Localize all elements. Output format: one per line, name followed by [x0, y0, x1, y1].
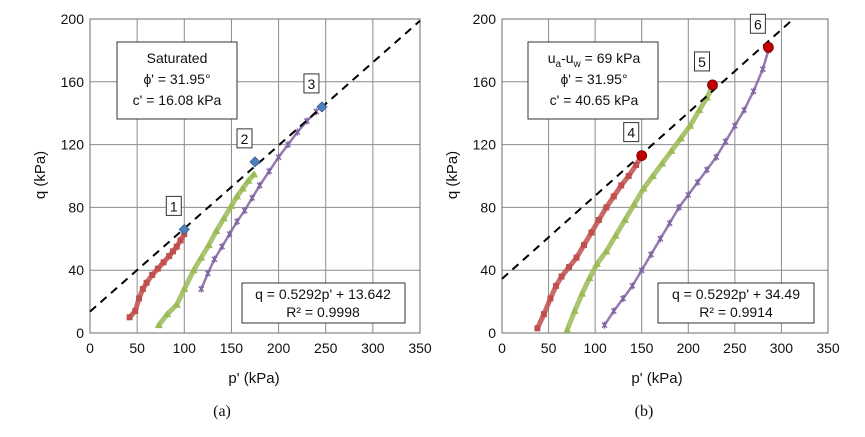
y-tick-label: 120 — [61, 137, 85, 153]
panel-b-ylabel: q (kPa) — [444, 151, 461, 199]
panel-b-xlabel: p' (kPa) — [631, 370, 682, 387]
x-tick-label: 200 — [267, 340, 291, 356]
plot-frame — [89, 18, 421, 334]
panel-a-fit-box: q = 0.5292p' + 13.642 R² = 0.9998 — [241, 282, 406, 324]
panel-b-info-box: ua-uw = 69 kPa ϕ' = 31.95° c' = 40.65 kP… — [527, 41, 659, 120]
test-4-trace — [534, 153, 645, 331]
x-tick-label: 350 — [408, 340, 432, 356]
point-label-box — [694, 51, 711, 72]
y-tick-label: 80 — [480, 199, 496, 215]
panel-a-plot: 0 50 100 150 200 250 300 350 0 40 80 120 160 200 1 2 3 — [61, 11, 432, 356]
point-label-5: 5 — [698, 54, 706, 70]
info-box-line-1: Saturated — [147, 50, 208, 66]
x-tick-label: 150 — [220, 340, 244, 356]
fit-r-squared: R² = 0.9914 — [699, 304, 773, 320]
x-tick-label: 300 — [770, 340, 794, 356]
panel-b: (b) p' (kPa) q (kPa) ua-uw = 69 kPa ϕ' =… — [444, 41, 815, 420]
info-box-line-3: c' = 16.08 kPa — [133, 92, 222, 108]
x-tick-label: 150 — [630, 340, 654, 356]
panel-a-xlabel: p' (kPa) — [228, 370, 279, 387]
test-2-trace — [156, 171, 257, 328]
failure-point-5 — [707, 79, 718, 91]
point-label-4: 4 — [627, 125, 635, 141]
y-tick-label: 0 — [488, 325, 496, 341]
test-1-trace — [127, 231, 187, 320]
plot-frame — [501, 18, 829, 334]
point-label-2: 2 — [241, 131, 249, 147]
info-box-line-2: ϕ' = 31.95° — [143, 71, 210, 87]
x-tick-label: 0 — [86, 340, 94, 356]
y-tick-label: 40 — [68, 262, 84, 278]
x-tick-label: 200 — [677, 340, 701, 356]
test-6-series — [601, 46, 772, 329]
y-tick-label: 40 — [480, 262, 496, 278]
test-3-series — [198, 108, 320, 293]
x-tick-label: 100 — [583, 340, 607, 356]
test-4-series — [534, 152, 645, 332]
y-tick-label: 160 — [61, 74, 85, 90]
test-3-trace — [200, 110, 318, 291]
info-box-line-2: ϕ' = 31.95° — [560, 71, 627, 87]
y-tick-label: 160 — [473, 74, 497, 90]
test-5-trace — [564, 84, 716, 333]
panel-a: (a) p' (kPa) q (kPa) Saturated ϕ' = 31.9… — [32, 41, 406, 420]
test-5-series — [563, 82, 717, 333]
failure-envelope-line — [501, 18, 794, 280]
failure-point-6 — [762, 41, 774, 53]
panel-b-fit-box: q = 0.5292p' + 34.49 R² = 0.9914 — [657, 282, 815, 324]
test-1-series — [126, 231, 188, 321]
panel-a-info-box: Saturated ϕ' = 31.95° c' = 16.08 kPa — [116, 41, 238, 120]
point-label-6: 6 — [754, 16, 762, 32]
panel-a-ylabel: q (kPa) — [32, 151, 49, 199]
test-2-series — [154, 170, 259, 329]
point-label-box — [303, 73, 320, 94]
fit-equation: q = 0.5292p' + 13.642 — [255, 286, 391, 302]
info-box-line-3: c' = 40.65 kPa — [550, 92, 639, 108]
point-label-1: 1 — [170, 198, 178, 214]
failure-point-2 — [249, 156, 261, 168]
failure-point-1 — [178, 223, 190, 235]
x-tick-label: 300 — [361, 340, 385, 356]
x-tick-label: 250 — [723, 340, 747, 356]
y-tick-label: 120 — [473, 137, 497, 153]
test-6-trace — [603, 49, 770, 327]
failure-point-4 — [636, 150, 648, 161]
failure-point-3 — [316, 101, 328, 113]
point-label-3: 3 — [308, 76, 316, 92]
x-tick-label: 250 — [314, 340, 338, 356]
y-tick-label: 200 — [61, 11, 85, 27]
x-tick-label: 100 — [173, 340, 197, 356]
point-label-box — [236, 128, 253, 149]
fit-r-squared: R² = 0.9998 — [286, 304, 360, 320]
suction-line: ua-uw = 69 kPa — [548, 50, 641, 70]
y-tick-label: 0 — [76, 325, 84, 341]
point-label-box — [749, 13, 766, 34]
y-tick-label: 80 — [68, 199, 84, 215]
x-tick-label: 0 — [498, 340, 506, 356]
x-tick-label: 50 — [541, 340, 557, 356]
x-tick-label: 350 — [816, 340, 840, 356]
y-tick-label: 200 — [473, 11, 497, 27]
fit-equation: q = 0.5292p' + 34.49 — [672, 286, 800, 302]
x-tick-label: 50 — [129, 340, 145, 356]
point-label-box — [165, 195, 182, 216]
failure-envelope-line — [89, 20, 421, 313]
panel-a-label: (a) — [213, 403, 231, 420]
point-label-box — [623, 122, 640, 143]
panel-b-label: (b) — [635, 403, 654, 420]
